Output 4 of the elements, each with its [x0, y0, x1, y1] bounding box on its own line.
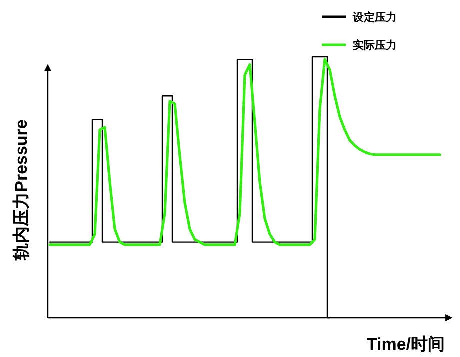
- y-axis-title: 轨内压力Pressure: [12, 120, 31, 262]
- legend-label: 设定压力: [352, 11, 397, 24]
- x-axis-title: Time/时间: [366, 335, 445, 354]
- legend-label: 实际压力: [353, 39, 397, 52]
